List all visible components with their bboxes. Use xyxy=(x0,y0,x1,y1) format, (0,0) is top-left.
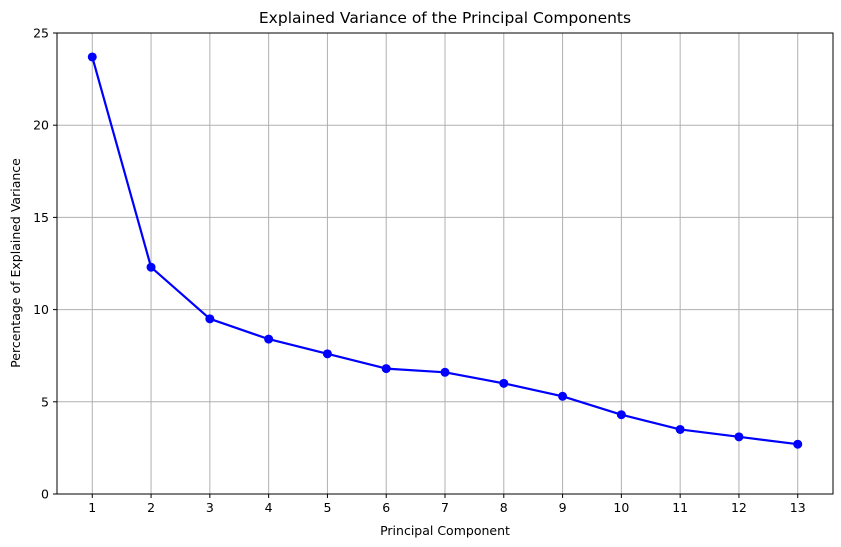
x-tick-label: 1 xyxy=(88,500,96,515)
data-point-11 xyxy=(675,424,685,434)
y-tick-label: 10 xyxy=(33,302,49,317)
data-point-9 xyxy=(558,391,568,401)
x-tick-label: 12 xyxy=(731,500,747,515)
data-point-6 xyxy=(381,364,391,374)
x-tick-label: 4 xyxy=(265,500,273,515)
x-tick-label: 6 xyxy=(382,500,390,515)
x-tick-label: 10 xyxy=(613,500,629,515)
x-tick-label: 2 xyxy=(147,500,155,515)
chart-title: Explained Variance of the Principal Comp… xyxy=(259,9,631,27)
data-point-4 xyxy=(264,334,274,344)
x-tick-label: 7 xyxy=(441,500,449,515)
series-layer xyxy=(87,52,803,449)
data-point-1 xyxy=(87,52,97,62)
y-axis-ticks: 0 5 10 15 20 25 xyxy=(33,26,57,502)
data-point-8 xyxy=(499,378,509,388)
y-tick-label: 25 xyxy=(33,26,49,41)
data-point-7 xyxy=(440,367,450,377)
data-point-2 xyxy=(146,262,156,272)
y-tick-label: 0 xyxy=(41,487,49,502)
y-axis-label: Percentage of Explained Variance xyxy=(8,158,23,368)
x-tick-label: 5 xyxy=(323,500,331,515)
data-point-3 xyxy=(205,314,215,324)
data-point-12 xyxy=(734,432,744,442)
x-tick-label: 11 xyxy=(672,500,688,515)
y-tick-label: 20 xyxy=(33,118,49,133)
x-tick-label: 8 xyxy=(500,500,508,515)
y-tick-label: 5 xyxy=(41,394,49,409)
x-tick-label: 3 xyxy=(206,500,214,515)
data-point-5 xyxy=(322,349,332,359)
x-axis-ticks: 1 2 3 4 5 6 7 8 9 10 11 12 13 xyxy=(88,494,806,515)
data-point-13 xyxy=(793,439,803,449)
x-tick-label: 9 xyxy=(559,500,567,515)
y-tick-label: 15 xyxy=(33,210,49,225)
x-axis-label: Principal Component xyxy=(380,523,510,538)
x-tick-label: 13 xyxy=(790,500,806,515)
data-point-10 xyxy=(616,410,626,420)
